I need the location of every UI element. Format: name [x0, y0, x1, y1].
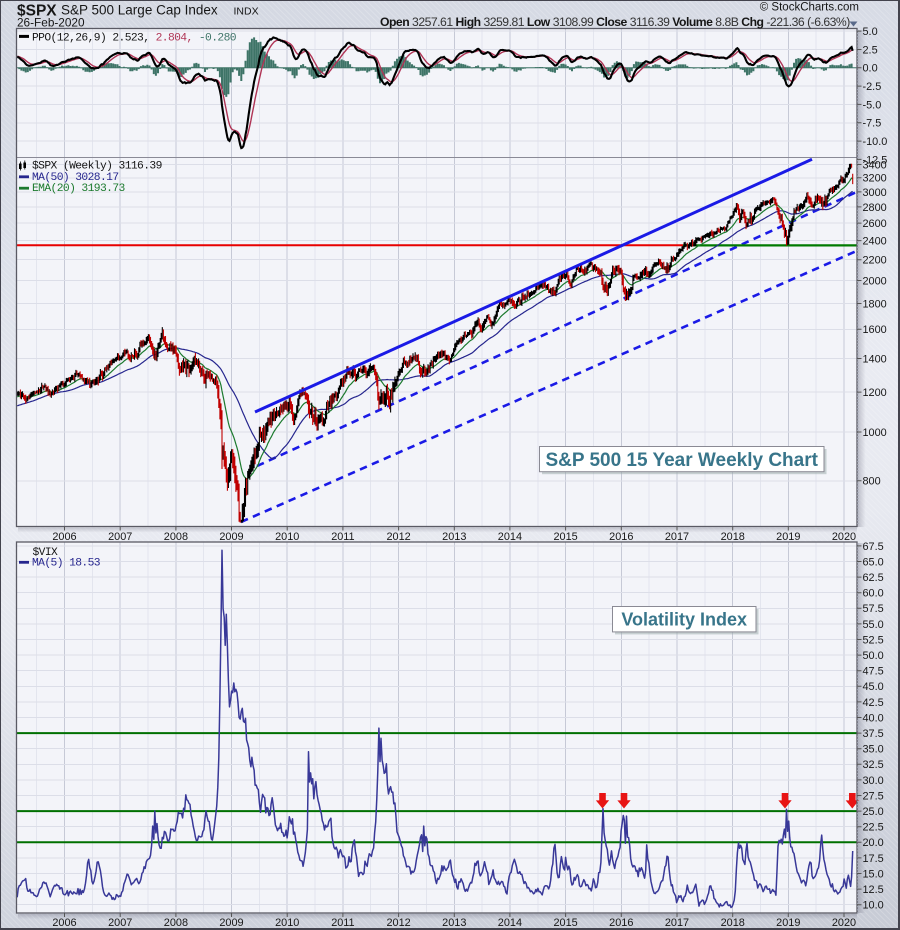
svg-text:2010: 2010: [275, 531, 299, 543]
svg-text:2200: 2200: [863, 255, 887, 267]
svg-text:20.0: 20.0: [863, 837, 884, 849]
svg-text:2014: 2014: [498, 917, 522, 929]
svg-text:2016: 2016: [609, 531, 633, 543]
svg-text:2011: 2011: [331, 531, 354, 543]
svg-text:42.5: 42.5: [863, 697, 884, 709]
svg-text:2016: 2016: [609, 917, 633, 929]
svg-text:MA(50) 3028.17: MA(50) 3028.17: [32, 172, 119, 184]
svg-text:$VIX: $VIX: [33, 547, 59, 559]
svg-text:2006: 2006: [52, 531, 76, 543]
svg-text:© StockCharts.com: © StockCharts.com: [760, 2, 859, 14]
svg-text:65.0: 65.0: [863, 556, 884, 568]
svg-text:2017: 2017: [665, 531, 689, 543]
svg-text:32.5: 32.5: [863, 759, 884, 771]
svg-text:60.0: 60.0: [863, 588, 884, 600]
svg-text:2020: 2020: [832, 917, 856, 929]
svg-text:2007: 2007: [108, 531, 132, 543]
svg-text:2010: 2010: [275, 917, 299, 929]
svg-text:2020: 2020: [832, 531, 856, 543]
svg-text:30.0: 30.0: [863, 775, 884, 787]
svg-text:2012: 2012: [386, 531, 410, 543]
svg-text:-2.5: -2.5: [863, 81, 882, 93]
svg-text:$SPX: $SPX: [17, 3, 57, 20]
svg-text:37.5: 37.5: [863, 728, 884, 740]
svg-text:Open 3257.61 High 3259.81 Low: Open 3257.61 High 3259.81 Low 3108.99 Cl…: [380, 15, 850, 29]
svg-text:2018: 2018: [721, 531, 745, 543]
svg-text:45.0: 45.0: [863, 681, 884, 693]
svg-text:2015: 2015: [553, 531, 577, 543]
svg-text:1200: 1200: [863, 387, 887, 399]
svg-text:MA(5) 18.53: MA(5) 18.53: [32, 557, 101, 569]
svg-text:67.5: 67.5: [863, 541, 884, 553]
svg-text:2015: 2015: [553, 917, 577, 929]
svg-text:25.0: 25.0: [863, 806, 884, 818]
svg-text:2009: 2009: [219, 917, 243, 929]
svg-text:3000: 3000: [863, 187, 887, 199]
svg-text:2000: 2000: [863, 275, 887, 287]
svg-text:12.5: 12.5: [863, 884, 884, 896]
svg-text:52.5: 52.5: [863, 634, 884, 646]
svg-text:2019: 2019: [776, 917, 800, 929]
svg-text:57.5: 57.5: [863, 603, 884, 615]
svg-text:INDX: INDX: [234, 6, 259, 18]
svg-text:5.0: 5.0: [863, 26, 878, 38]
svg-text:10.0: 10.0: [863, 900, 884, 912]
svg-text:2017: 2017: [665, 917, 689, 929]
svg-text:S&P 500 15 Year Weekly Chart: S&P 500 15 Year Weekly Chart: [545, 450, 818, 471]
svg-text:2007: 2007: [108, 917, 132, 929]
svg-text:1000: 1000: [863, 427, 887, 439]
svg-text:22.5: 22.5: [863, 822, 884, 834]
svg-text:1800: 1800: [863, 298, 887, 310]
svg-text:EMA(20) 3193.73: EMA(20) 3193.73: [32, 183, 126, 195]
svg-text:3200: 3200: [863, 173, 887, 185]
svg-text:40.0: 40.0: [863, 712, 884, 724]
svg-text:17.5: 17.5: [863, 853, 884, 865]
svg-text:Volatility Index: Volatility Index: [621, 610, 747, 630]
svg-text:1400: 1400: [863, 353, 887, 365]
svg-text:62.5: 62.5: [863, 572, 884, 584]
svg-text:2014: 2014: [498, 531, 522, 543]
svg-text:2400: 2400: [863, 236, 887, 248]
svg-text:2011: 2011: [331, 917, 354, 929]
svg-text:-7.5: -7.5: [863, 118, 882, 130]
svg-text:50.0: 50.0: [863, 650, 884, 662]
svg-text:1600: 1600: [863, 324, 887, 336]
svg-text:2008: 2008: [164, 917, 188, 929]
svg-text:-12.5: -12.5: [863, 154, 888, 166]
svg-text:27.5: 27.5: [863, 790, 884, 802]
svg-text:800: 800: [863, 476, 881, 488]
svg-text:3400: 3400: [863, 159, 887, 171]
svg-text:2800: 2800: [863, 202, 887, 214]
svg-text:S&P 500 Large Cap Index: S&P 500 Large Cap Index: [61, 3, 218, 18]
svg-text:2006: 2006: [52, 917, 76, 929]
svg-text:2008: 2008: [164, 531, 188, 543]
svg-text:2012: 2012: [386, 917, 410, 929]
svg-text:2018: 2018: [721, 917, 745, 929]
svg-text:55.0: 55.0: [863, 619, 884, 631]
svg-text:0.0: 0.0: [863, 63, 878, 75]
svg-text:2013: 2013: [442, 917, 466, 929]
svg-text:2009: 2009: [219, 531, 243, 543]
svg-text:47.5: 47.5: [863, 666, 884, 678]
svg-text:2013: 2013: [442, 531, 466, 543]
svg-text:2.5: 2.5: [863, 44, 878, 56]
svg-text:-5.0: -5.0: [863, 99, 882, 111]
svg-text:2600: 2600: [863, 218, 887, 230]
svg-text:35.0: 35.0: [863, 744, 884, 756]
svg-text:-10.0: -10.0: [863, 136, 888, 148]
svg-text:2019: 2019: [776, 531, 800, 543]
svg-text:PPO(12,26,9) 2.523, 2.804, -0.: PPO(12,26,9) 2.523, 2.804, -0.280: [32, 32, 237, 44]
svg-text:15.0: 15.0: [863, 868, 884, 880]
svg-text:26-Feb-2020: 26-Feb-2020: [17, 16, 85, 30]
svg-text:$SPX (Weekly) 3116.39: $SPX (Weekly) 3116.39: [32, 160, 162, 172]
